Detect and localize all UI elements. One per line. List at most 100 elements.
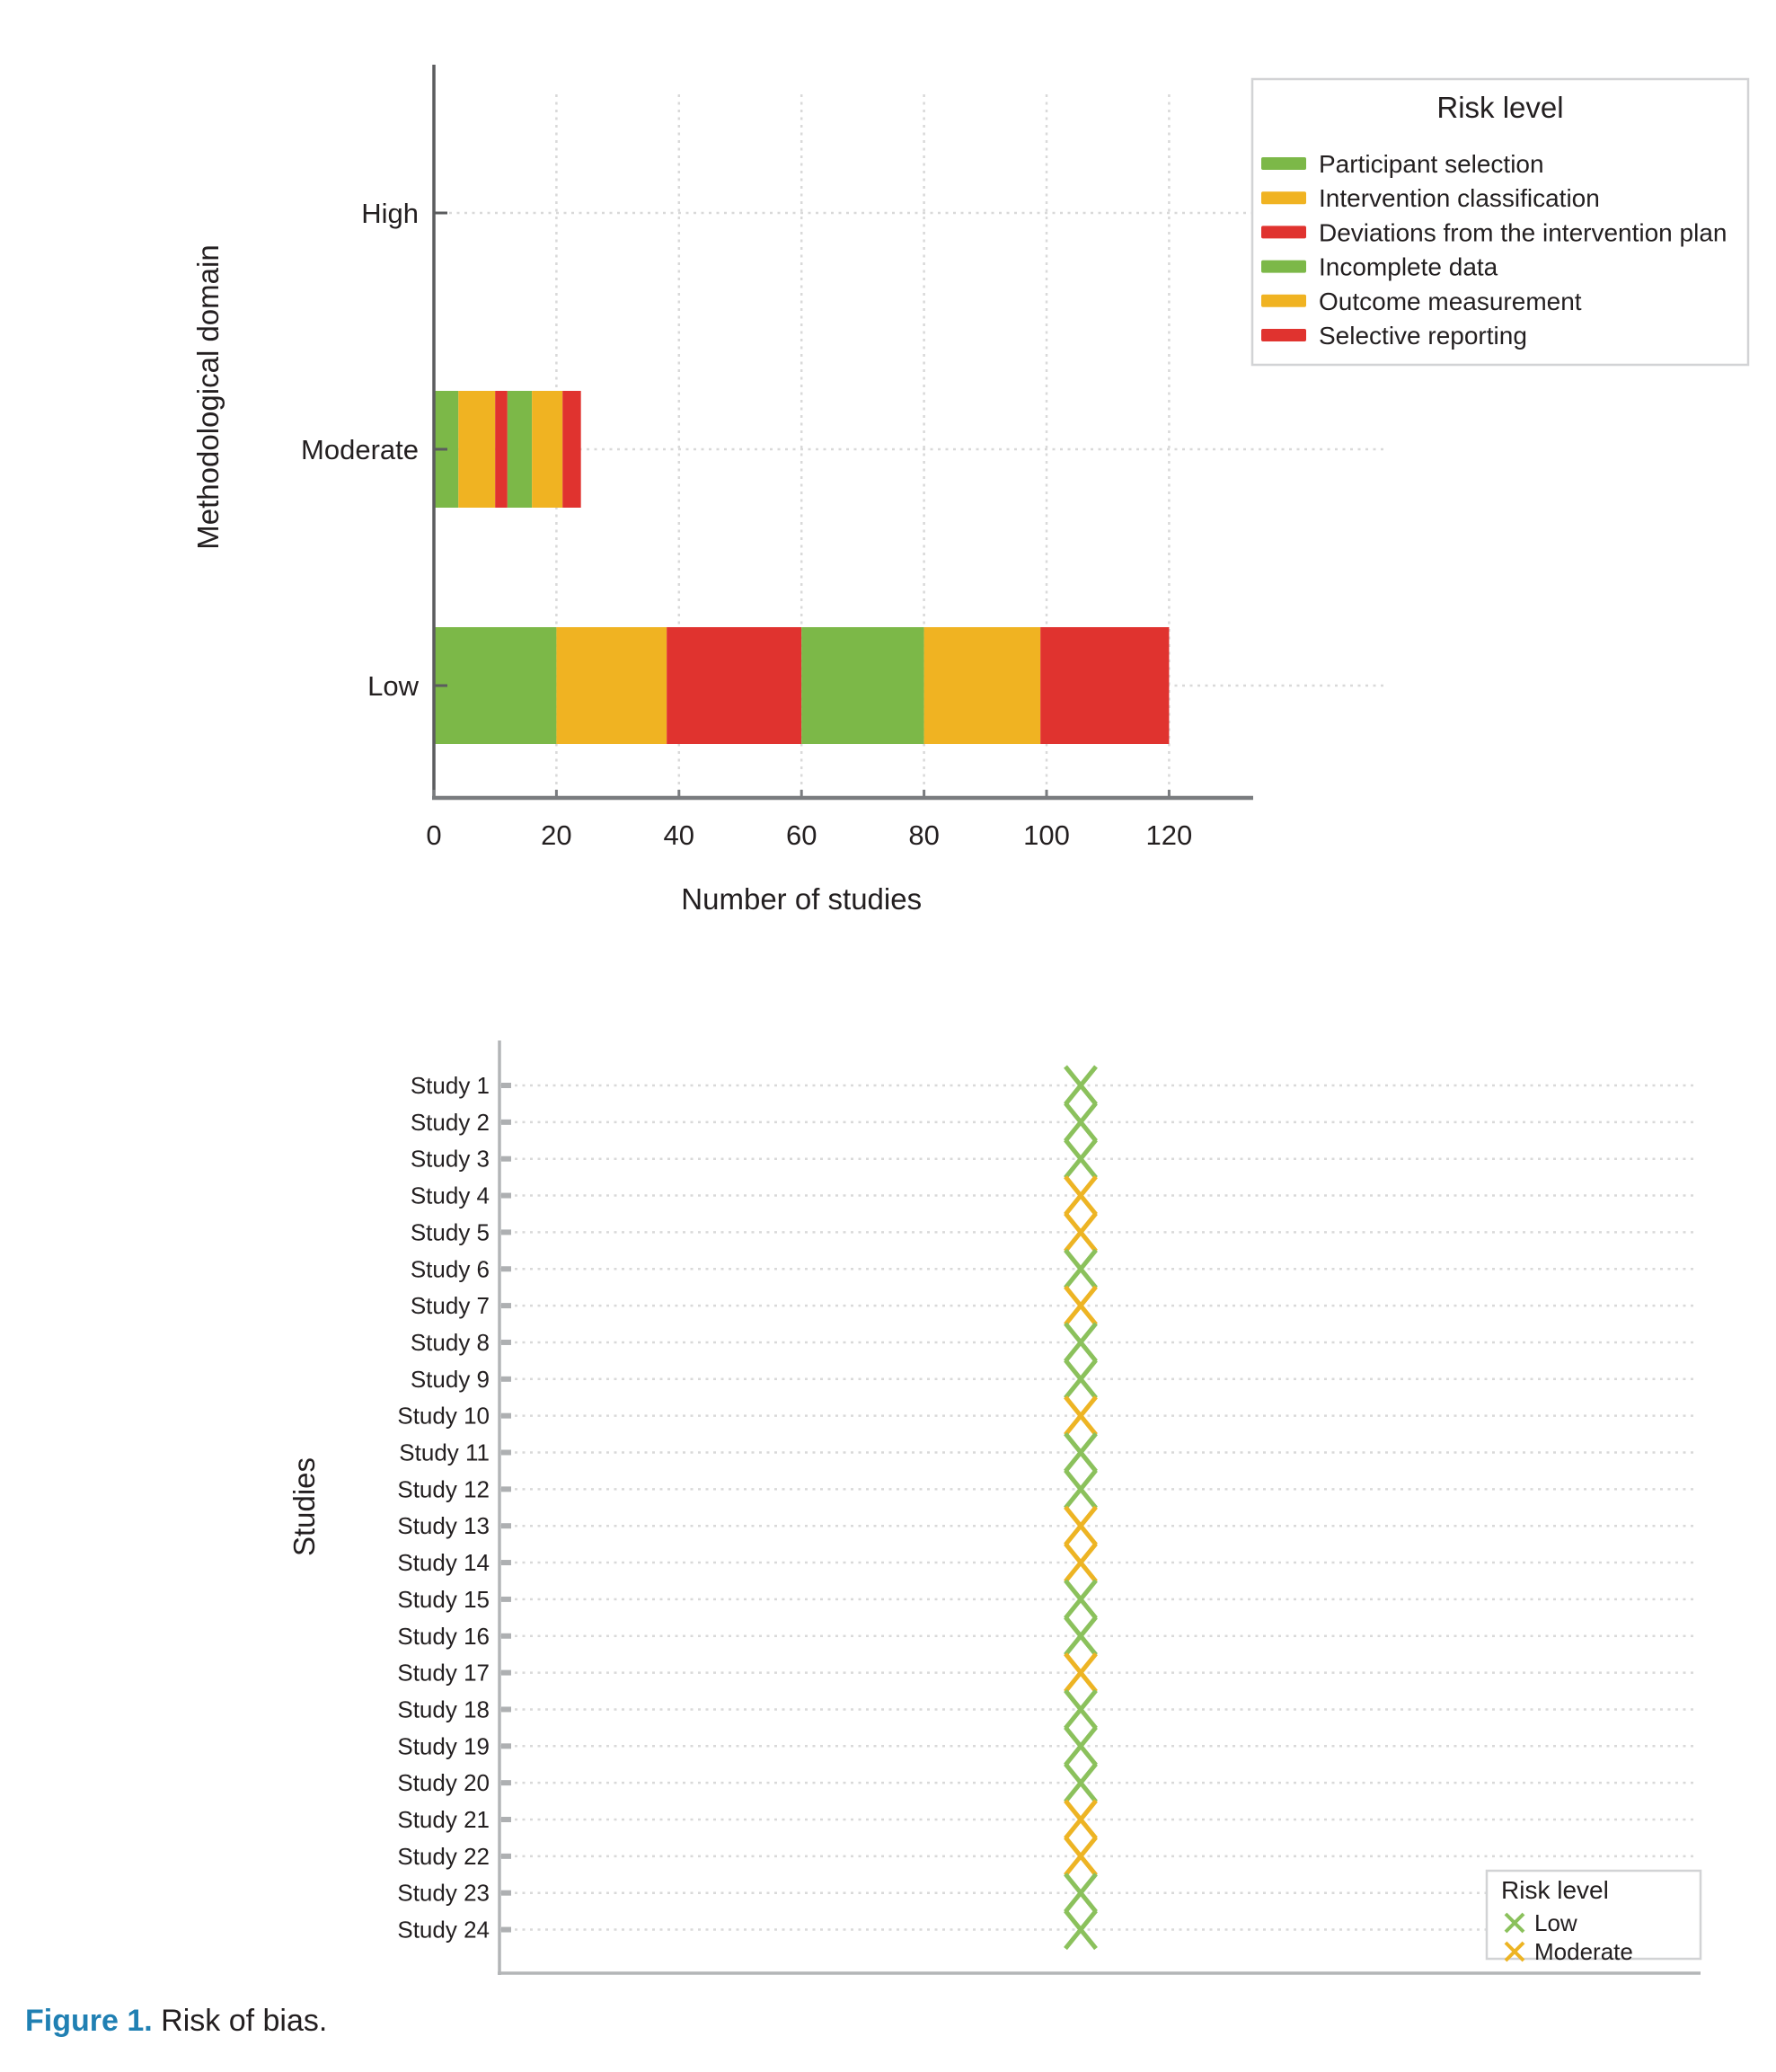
x-marker-stroke: [1064, 1395, 1098, 1437]
x-marker-stroke: [1064, 1652, 1098, 1694]
bar-segment-low-intervention-classification: [556, 627, 667, 744]
x-marker-study-1: [1064, 1065, 1098, 1106]
x-marker-stroke: [1064, 1616, 1098, 1657]
study-label-study-19: Study 19: [397, 1732, 490, 1759]
legend-label-moderate: Moderate: [1534, 1938, 1633, 1965]
legend-label-participant-selection: Participant selection: [1319, 150, 1544, 178]
study-label-study-18: Study 18: [397, 1696, 490, 1722]
legend-swatch-selective-reporting: [1261, 329, 1306, 341]
methodological-domain-bar-chart: 0 20 40 60 80 100 120 High Moderate Low Number of …: [191, 65, 1750, 916]
x-marker-study-2: [1064, 1102, 1098, 1143]
x-marker-study-7: [1064, 1285, 1098, 1326]
x-axis-title: Number of studies: [681, 882, 922, 916]
x-tick-label: 0: [426, 819, 441, 851]
y-axis-title: Methodological domain: [191, 244, 225, 549]
study-label-study-2: Study 2: [411, 1109, 490, 1136]
x-marker-stroke: [1064, 1065, 1098, 1106]
x-marker-stroke: [1064, 1579, 1098, 1620]
x-marker-stroke: [1504, 1941, 1525, 1962]
legend-x-icon-low: [1504, 1912, 1525, 1934]
study-label-study-8: Study 8: [411, 1329, 490, 1356]
bar-segment-moderate-intervention-classification: [458, 391, 496, 508]
x-marker-study-11: [1064, 1431, 1098, 1474]
x-marker-study-24: [1064, 1908, 1098, 1951]
x-tick-label: 20: [541, 819, 571, 851]
x-marker-stroke: [1064, 1211, 1098, 1253]
figure-caption-text: Risk of bias.: [161, 2004, 328, 2038]
x-marker-study-19: [1064, 1725, 1098, 1767]
x-marker-study-3: [1064, 1138, 1098, 1180]
study-label-study-11: Study 11: [399, 1439, 490, 1466]
x-tick-label: 120: [1146, 819, 1193, 851]
legend-label-low: Low: [1534, 1909, 1577, 1936]
x-marker-stroke: [1064, 1836, 1098, 1877]
study-label-study-3: Study 3: [411, 1146, 490, 1173]
x-tick-label: 80: [908, 819, 939, 851]
legend-title: Risk level: [1501, 1876, 1609, 1904]
legend-label-selective-reporting: Selective reporting: [1319, 322, 1527, 350]
x-tick-label: 100: [1023, 819, 1070, 851]
legend-label-intervention-classification: Intervention classification: [1319, 184, 1600, 212]
study-label-study-10: Study 10: [397, 1403, 490, 1430]
legend-swatch-deviations-from-the-intervention-plan: [1261, 226, 1306, 239]
bar-segment-moderate-deviations-from-the-intervention-plan: [495, 391, 508, 508]
x-marker-stroke: [1064, 1688, 1098, 1731]
bar-segment-moderate-incomplete-data: [507, 391, 533, 508]
study-label-study-15: Study 15: [397, 1586, 490, 1613]
y-axis-title: Studies: [287, 1457, 321, 1556]
figure-caption: Figure 1. Risk of bias.: [25, 2004, 327, 2039]
study-label-study-14: Study 14: [397, 1549, 490, 1576]
x-marker-study-16: [1064, 1616, 1098, 1657]
x-marker-stroke: [1064, 1102, 1098, 1143]
x-marker-study-21: [1064, 1799, 1098, 1840]
x-marker-study-6: [1064, 1248, 1098, 1289]
x-marker-stroke: [1064, 1799, 1098, 1840]
bar-segment-moderate-outcome-measurement: [532, 391, 563, 508]
study-label-study-12: Study 12: [397, 1475, 490, 1502]
bar-segment-low-deviations-from-the-intervention-plan: [667, 627, 802, 744]
study-label-study-9: Study 9: [411, 1366, 490, 1393]
bar-segment-low-selective-reporting: [1040, 627, 1170, 744]
figure-label: Figure 1.: [25, 2004, 153, 2038]
x-marker-study-4: [1064, 1174, 1098, 1217]
x-marker-stroke: [1504, 1912, 1525, 1934]
x-marker-stroke: [1064, 1505, 1098, 1546]
x-marker-study-17: [1064, 1652, 1098, 1694]
x-marker-stroke: [1064, 1431, 1098, 1474]
legend-label-outcome-measurement: Outcome measurement: [1319, 288, 1582, 315]
bar-segment-low-incomplete-data: [801, 627, 924, 744]
study-label-study-17: Study 17: [397, 1660, 490, 1687]
legend-title: Risk level: [1436, 91, 1563, 124]
study-label-study-4: Study 4: [411, 1182, 490, 1209]
x-tick-label: 40: [664, 819, 694, 851]
x-marker-stroke: [1064, 1873, 1098, 1914]
legend-swatch-outcome-measurement: [1261, 294, 1306, 307]
x-marker-stroke: [1064, 1174, 1098, 1217]
study-label-study-13: Study 13: [397, 1512, 490, 1539]
bar-chart-legend: Risk level Participant selection Intervent…: [1250, 77, 1750, 367]
x-marker-stroke: [1064, 1908, 1098, 1951]
x-marker-study-23: [1064, 1873, 1098, 1914]
x-marker-stroke: [1064, 1725, 1098, 1767]
study-label-study-6: Study 6: [411, 1255, 490, 1282]
x-tick-label: 60: [786, 819, 817, 851]
x-marker-study-15: [1064, 1579, 1098, 1620]
x-marker-study-13: [1064, 1505, 1098, 1546]
studies-risk-scatter-chart: Study 1 Study 2 Study 3 Study 4 Study 5 Study…: [287, 1040, 1702, 1975]
study-label-study-5: Study 5: [411, 1218, 490, 1245]
legend-label-deviations-from-the-intervention-plan: Deviations from the intervention plan: [1319, 218, 1727, 246]
y-tick-label-low: Low: [367, 670, 419, 702]
x-marker-study-14: [1064, 1542, 1098, 1583]
x-marker-study-8: [1064, 1322, 1098, 1363]
study-label-study-22: Study 22: [397, 1843, 490, 1870]
study-label-study-20: Study 20: [397, 1769, 490, 1796]
x-marker-study-9: [1064, 1359, 1098, 1400]
bar-segment-moderate-selective-reporting: [562, 391, 581, 508]
x-marker-study-12: [1064, 1468, 1098, 1510]
study-label-study-7: Study 7: [411, 1292, 490, 1319]
x-marker-stroke: [1064, 1762, 1098, 1803]
study-label-study-16: Study 16: [397, 1623, 490, 1650]
x-marker-stroke: [1064, 1285, 1098, 1326]
